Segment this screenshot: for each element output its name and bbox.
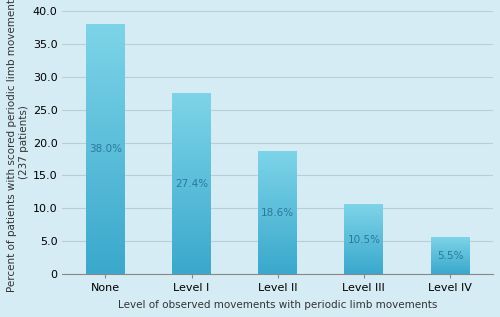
Text: 27.4%: 27.4% — [175, 179, 208, 189]
X-axis label: Level of observed movements with periodic limb movements: Level of observed movements with periodi… — [118, 300, 438, 310]
Text: 38.0%: 38.0% — [89, 144, 122, 154]
Text: 5.5%: 5.5% — [436, 251, 463, 261]
Text: 18.6%: 18.6% — [261, 208, 294, 218]
Y-axis label: Percent of patients with scored periodic limb movements
(237 patients): Percent of patients with scored periodic… — [7, 0, 28, 292]
Text: 10.5%: 10.5% — [348, 235, 380, 244]
